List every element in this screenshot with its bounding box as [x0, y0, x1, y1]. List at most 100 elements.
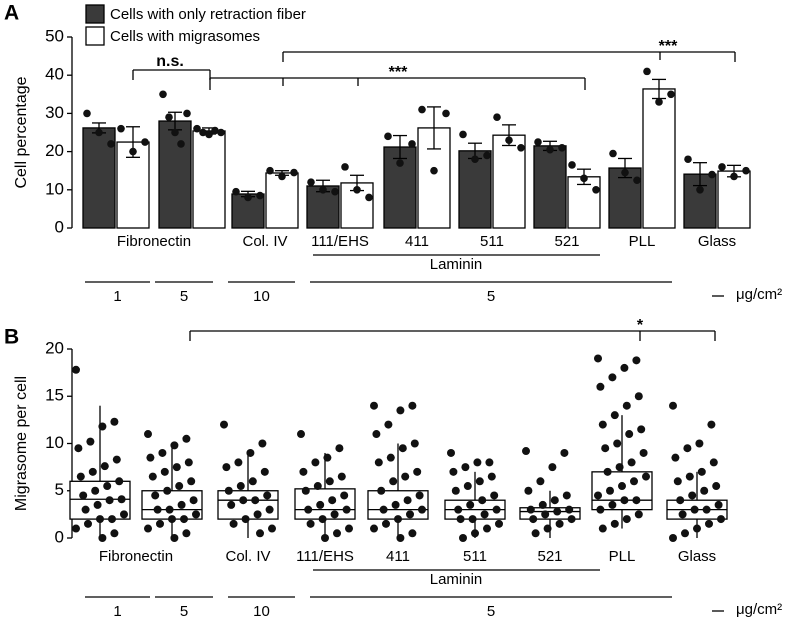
x-tick-label: 111/EHS	[296, 548, 354, 565]
box	[519, 507, 581, 520]
data-point	[170, 534, 179, 542]
data-point	[603, 467, 612, 476]
data-point	[621, 168, 629, 177]
bar	[717, 170, 751, 229]
data-point	[558, 143, 566, 152]
data-point	[485, 458, 494, 467]
legend-swatch	[85, 26, 105, 46]
data-point	[707, 420, 716, 429]
data-point	[211, 126, 219, 135]
data-point	[468, 515, 477, 524]
data-point	[251, 496, 260, 505]
data-point	[697, 467, 706, 476]
data-point	[182, 529, 191, 538]
data-point	[253, 510, 262, 519]
data-point	[396, 534, 405, 542]
unit-label: μg/cm²	[736, 601, 782, 618]
data-point	[177, 140, 185, 148]
data-point	[463, 482, 472, 491]
bar	[533, 145, 567, 229]
y-axis-label: Migrasome per cell	[13, 376, 30, 511]
data-point	[451, 486, 460, 495]
x-tick-label: Col. IV	[242, 233, 287, 250]
data-point	[244, 193, 252, 202]
sig-label: ***	[659, 38, 678, 55]
concentration-label: 5	[487, 288, 495, 305]
data-point	[676, 496, 685, 505]
data-point	[493, 113, 501, 122]
data-point	[562, 491, 571, 500]
data-point	[413, 467, 422, 476]
data-point	[618, 482, 626, 491]
x-tick-label: 111/EHS	[311, 233, 369, 250]
data-point	[673, 477, 682, 486]
panel-label: A	[4, 2, 19, 25]
data-point	[609, 149, 617, 158]
data-point	[265, 505, 274, 514]
data-point	[608, 373, 617, 382]
data-point	[693, 524, 701, 533]
data-point	[95, 128, 103, 137]
data-point	[184, 458, 193, 467]
data-point	[688, 491, 697, 500]
sig-label: ***	[389, 64, 408, 81]
data-point	[141, 138, 149, 146]
data-point	[447, 448, 455, 457]
data-point	[182, 434, 191, 443]
data-point	[550, 496, 559, 505]
data-point	[222, 463, 231, 472]
data-point	[297, 430, 305, 439]
data-point	[189, 496, 198, 505]
data-point	[328, 496, 337, 505]
data-point	[608, 500, 617, 509]
data-point	[473, 458, 482, 467]
y-axis-label: Cell percentage	[13, 76, 30, 188]
data-point	[709, 458, 718, 467]
data-point	[459, 534, 467, 542]
data-point	[415, 491, 424, 500]
data-point	[643, 67, 651, 76]
data-point	[505, 136, 513, 144]
y-tick-label: 10	[45, 433, 64, 452]
data-point	[632, 356, 641, 365]
bar	[567, 176, 601, 229]
data-point	[117, 495, 126, 504]
data-point	[151, 491, 160, 500]
data-point	[555, 519, 564, 528]
data-point	[384, 420, 393, 429]
data-point	[712, 482, 721, 491]
data-point	[263, 491, 272, 500]
data-point	[175, 482, 184, 491]
concentration-label: 5	[180, 288, 188, 305]
data-point	[170, 441, 179, 450]
data-point	[183, 109, 191, 118]
data-point	[475, 477, 484, 486]
data-point	[705, 519, 713, 528]
data-point	[110, 417, 119, 426]
data-point	[524, 486, 533, 495]
bar	[458, 150, 492, 229]
x-tick-label: 411	[386, 548, 410, 565]
data-point	[83, 109, 91, 118]
data-point	[171, 128, 179, 137]
data-point	[72, 365, 80, 374]
data-point	[639, 448, 648, 457]
x-tick-label: Glass	[698, 233, 736, 250]
unit-label: μg/cm²	[736, 286, 782, 303]
data-point	[76, 472, 85, 481]
data-point	[323, 453, 332, 462]
data-point	[568, 161, 576, 169]
data-point	[384, 132, 392, 141]
data-point	[256, 529, 264, 538]
data-point	[365, 193, 373, 202]
data-point	[234, 458, 243, 467]
data-point	[246, 448, 255, 457]
data-point	[418, 105, 426, 114]
data-point	[634, 392, 643, 401]
data-point	[146, 453, 155, 462]
data-point	[86, 437, 95, 446]
data-point	[459, 130, 467, 139]
data-point	[580, 174, 588, 183]
data-point	[596, 382, 605, 391]
